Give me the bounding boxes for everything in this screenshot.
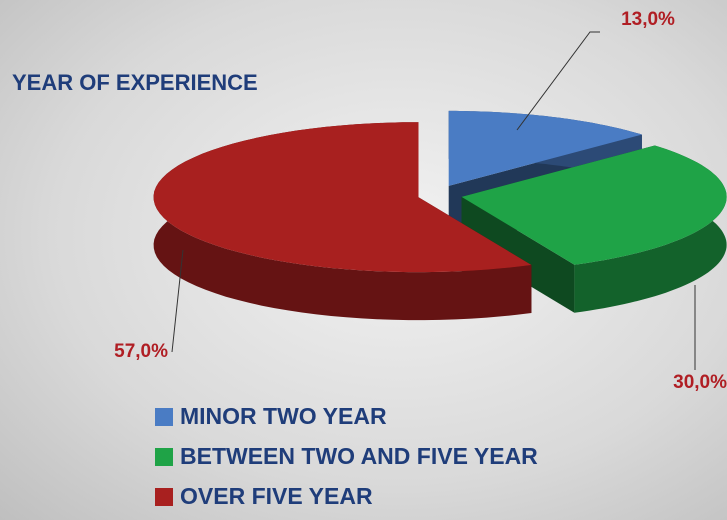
pie-slice bbox=[461, 145, 727, 265]
pie-slice bbox=[153, 122, 532, 273]
chart-title: YEAR OF EXPERIENCE bbox=[12, 70, 258, 95]
data-label: 57,0% bbox=[114, 341, 168, 362]
legend-label: MINOR TWO YEAR bbox=[180, 403, 387, 429]
legend-label: BETWEEN TWO AND FIVE YEAR bbox=[180, 443, 538, 469]
data-label: 13,0% bbox=[621, 9, 675, 30]
leader-line bbox=[516, 31, 600, 131]
legend-swatch bbox=[155, 488, 173, 506]
leader-line bbox=[171, 249, 184, 353]
pie-slice bbox=[448, 110, 642, 186]
legend-swatch bbox=[155, 408, 173, 426]
legend-swatch bbox=[155, 448, 173, 466]
legend-label: OVER FIVE YEAR bbox=[180, 483, 373, 509]
data-label: 30,0% bbox=[673, 372, 727, 393]
slice-wall bbox=[461, 196, 575, 313]
